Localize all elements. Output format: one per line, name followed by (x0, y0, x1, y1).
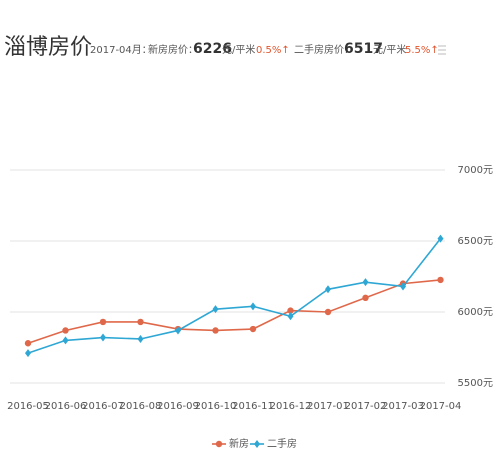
point (100, 333, 106, 342)
point (362, 294, 369, 301)
point (137, 318, 144, 326)
second-label: 二手房房价： (294, 43, 354, 56)
new-unit: 元/平米 (222, 43, 255, 56)
point (287, 312, 294, 321)
y-tick-label: 5500元 (458, 378, 493, 389)
series-line (27, 238, 442, 354)
point (137, 334, 144, 343)
page-title: 淄博房价 (4, 35, 92, 60)
new-change: 0.5%↑ (256, 45, 290, 56)
x-tick-label: 2017-01 (307, 401, 349, 412)
x-tick-label: 2016-07 (82, 401, 124, 412)
x-tick-label: 2016-05 (7, 401, 49, 412)
series-line (27, 279, 441, 344)
new-label: 新房房价： (148, 43, 198, 56)
point (325, 285, 331, 294)
second-price: 6517 (344, 41, 383, 57)
x-tick-label: 2017-03 (382, 401, 424, 412)
point (249, 325, 257, 333)
new-price: 6226 (193, 41, 232, 57)
point (24, 340, 32, 347)
point (62, 327, 69, 334)
x-tick-label: 2016-09 (157, 401, 199, 412)
point (62, 336, 69, 345)
legend-label: 二手房 (267, 437, 297, 450)
point (287, 307, 294, 314)
second-unit: 元/平米 (373, 43, 406, 56)
x-tick-label: 2017-02 (345, 401, 387, 412)
point (212, 327, 219, 334)
y-tick-label: 6500元 (458, 236, 493, 247)
point (212, 305, 219, 314)
y-tick-label: 6000元 (458, 307, 493, 318)
point (324, 308, 332, 316)
legend-marker (254, 440, 260, 448)
x-tick-label: 2017-04 (420, 401, 462, 412)
legend-label: 新房 (229, 437, 249, 450)
x-tick-label: 2016-06 (45, 401, 87, 412)
x-tick-label: 2016-12 (270, 401, 312, 412)
legend-marker (215, 440, 223, 448)
point (99, 318, 107, 326)
point (25, 349, 31, 358)
point (437, 276, 444, 284)
x-tick-label: 2016-08 (120, 401, 162, 412)
x-tick-label: 2016-10 (195, 401, 237, 412)
point (362, 278, 369, 287)
y-tick-label: 7000元 (458, 165, 493, 176)
month: 2017-04月： (90, 44, 152, 56)
point (250, 302, 256, 311)
point (437, 234, 444, 243)
point (400, 282, 406, 291)
point (175, 326, 181, 335)
x-tick-label: 2016-11 (232, 401, 274, 412)
second-change: 5.5%↑ (405, 45, 439, 56)
menu-icon[interactable] (438, 45, 446, 55)
